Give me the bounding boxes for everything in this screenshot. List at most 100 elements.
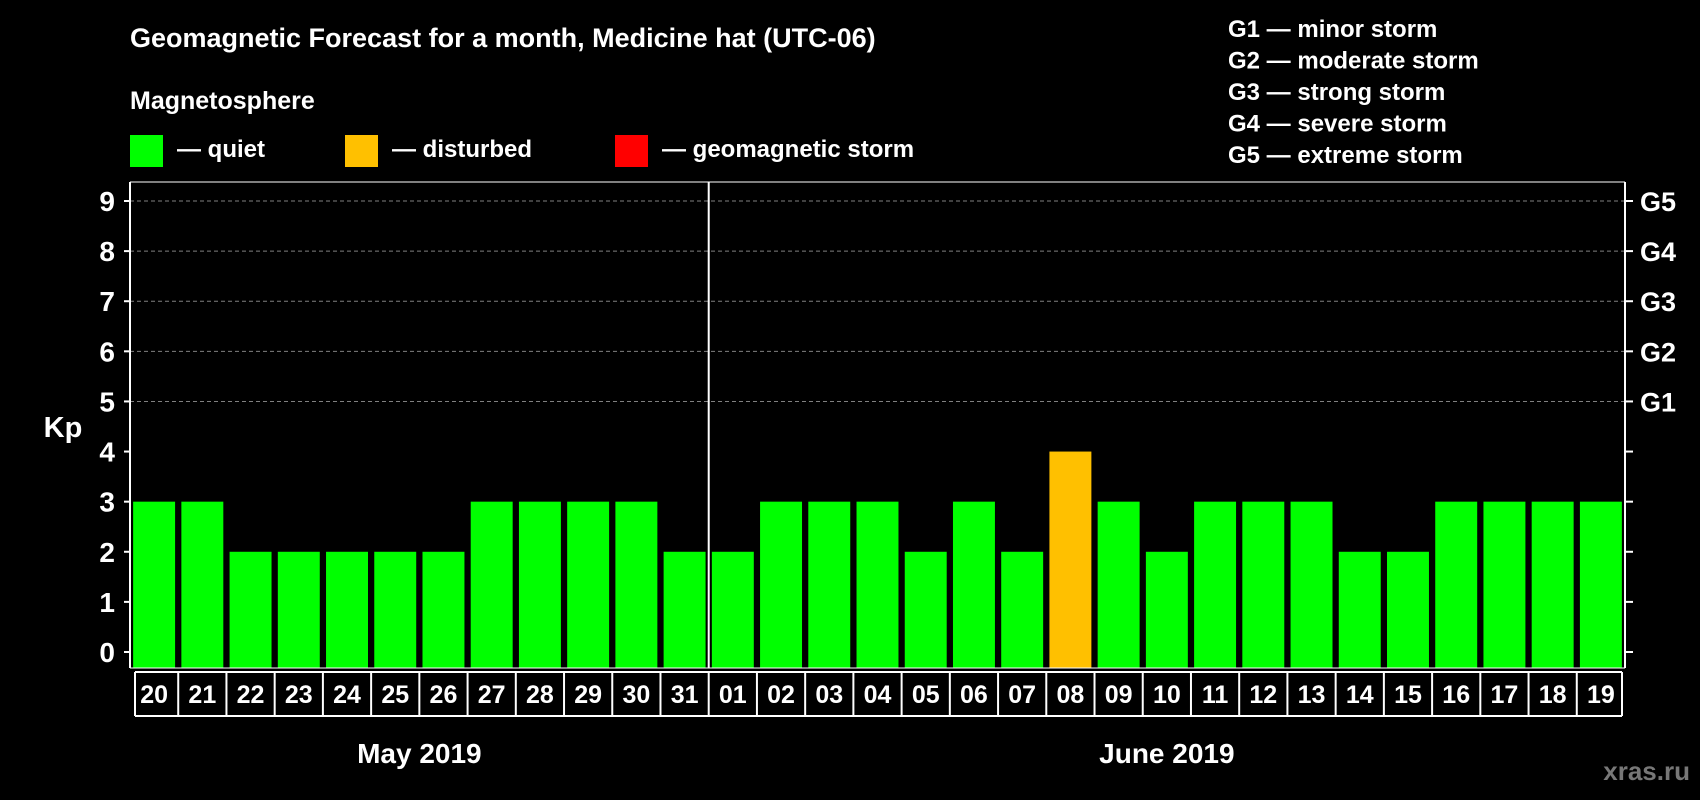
bar-13	[1290, 501, 1333, 668]
storm-level-G1: G1	[1640, 387, 1676, 417]
bar-04	[856, 501, 899, 668]
day-label-21: 21	[188, 681, 216, 709]
day-label-04: 04	[864, 681, 892, 709]
bar-22	[229, 551, 272, 668]
bar-09	[1097, 501, 1140, 668]
day-label-17: 17	[1491, 681, 1519, 709]
bar-24	[326, 551, 368, 668]
bar-18	[1531, 501, 1574, 668]
day-label-02: 02	[767, 681, 795, 709]
legend-swatch-0	[130, 135, 163, 167]
day-label-26: 26	[430, 681, 458, 709]
storm-level-G4: G4	[1640, 237, 1676, 267]
bar-12	[1242, 501, 1285, 668]
bar-06	[952, 501, 995, 668]
bar-07	[1001, 551, 1044, 668]
bar-15	[1387, 551, 1429, 668]
legend-heading: Magnetosphere	[130, 87, 315, 115]
bar-26	[422, 551, 465, 668]
ytick-label-7: 7	[99, 286, 115, 317]
bar-29	[567, 501, 610, 668]
day-label-13: 13	[1298, 681, 1326, 709]
bar-03	[808, 501, 851, 668]
storm-legend-1: G1 — minor storm	[1228, 16, 1437, 43]
bar-23	[277, 551, 320, 668]
day-label-18: 18	[1539, 681, 1567, 709]
day-label-25: 25	[381, 681, 409, 709]
bar-25	[374, 551, 417, 668]
storm-level-G2: G2	[1640, 337, 1676, 367]
y-axis-ticks: 0 1 2 3 4 5 6 7 8 9	[99, 186, 130, 668]
watermark: xras.ru	[1603, 756, 1690, 786]
bar-31	[663, 551, 706, 668]
day-label-09: 09	[1105, 681, 1133, 709]
day-label-22: 22	[237, 681, 265, 709]
chart-title: Geomagnetic Forecast for a month, Medici…	[130, 23, 876, 53]
day-label-23: 23	[285, 681, 313, 709]
day-label-10: 10	[1153, 681, 1181, 709]
day-label-14: 14	[1346, 681, 1374, 709]
ytick-label-2: 2	[99, 537, 115, 568]
storm-scale-legend: G1 — minor storm G2 — moderate storm G3 — …	[1228, 16, 1479, 169]
storm-level-G5: G5	[1640, 187, 1676, 217]
day-label-01: 01	[719, 681, 747, 709]
day-label-30: 30	[622, 681, 650, 709]
ytick-label-1: 1	[99, 587, 115, 618]
bar-19	[1579, 501, 1622, 668]
bars	[133, 451, 1622, 668]
bar-20	[133, 501, 176, 668]
bar-11	[1194, 501, 1237, 668]
legend-label-2: — geomagnetic storm	[662, 136, 914, 163]
day-label-19: 19	[1587, 681, 1615, 709]
day-label-03: 03	[815, 681, 843, 709]
month-label-0: May 2019	[357, 738, 482, 769]
ytick-label-4: 4	[99, 437, 115, 468]
day-label-28: 28	[526, 681, 554, 709]
bar-21	[181, 501, 224, 668]
ytick-label-5: 5	[99, 386, 115, 417]
bar-16	[1435, 501, 1478, 668]
y-axis-label: Kp	[44, 412, 83, 444]
day-label-06: 06	[960, 681, 988, 709]
legend-label-1: — disturbed	[392, 136, 532, 163]
legend: — quiet — disturbed — geomagnetic storm	[130, 135, 914, 167]
day-label-27: 27	[478, 681, 506, 709]
bar-10	[1145, 551, 1188, 668]
ytick-label-6: 6	[99, 336, 115, 367]
legend-swatch-1	[345, 135, 378, 167]
day-label-12: 12	[1249, 681, 1277, 709]
bar-27	[470, 501, 513, 668]
bar-28	[518, 501, 561, 668]
day-labels: 20 21 22 23 24 25 26 27 28 29 30 31 01 02 03 04 05 06 07 08…	[134, 671, 1623, 717]
day-label-08: 08	[1056, 681, 1084, 709]
month-labels: May 2019 June 2019	[357, 738, 1234, 769]
ytick-label-8: 8	[99, 236, 115, 267]
grid-lines	[130, 200, 1625, 402]
bar-08	[1049, 451, 1092, 668]
axes	[129, 181, 1626, 669]
day-label-16: 16	[1442, 681, 1470, 709]
day-label-20: 20	[140, 681, 168, 709]
storm-level-ticks: G1 G2 G3 G4 G5	[1625, 187, 1676, 653]
day-label-11: 11	[1202, 681, 1229, 709]
day-label-15: 15	[1394, 681, 1422, 709]
storm-legend-3: G3 — strong storm	[1228, 79, 1445, 106]
bar-14	[1338, 551, 1381, 668]
bar-02	[760, 501, 803, 668]
storm-legend-5: G5 — extreme storm	[1228, 142, 1463, 169]
day-label-24: 24	[333, 681, 361, 709]
storm-legend-2: G2 — moderate storm	[1228, 48, 1479, 75]
legend-label-0: — quiet	[177, 136, 265, 163]
bar-01	[711, 551, 754, 668]
bar-30	[615, 501, 658, 668]
storm-legend-4: G4 — severe storm	[1228, 111, 1447, 138]
storm-level-G3: G3	[1640, 287, 1676, 317]
ytick-label-0: 0	[99, 637, 115, 668]
month-label-1: June 2019	[1099, 738, 1234, 769]
bar-17	[1483, 501, 1526, 668]
bar-05	[904, 551, 947, 668]
day-label-31: 31	[671, 681, 699, 709]
day-label-29: 29	[574, 681, 602, 709]
ytick-label-3: 3	[99, 487, 115, 518]
